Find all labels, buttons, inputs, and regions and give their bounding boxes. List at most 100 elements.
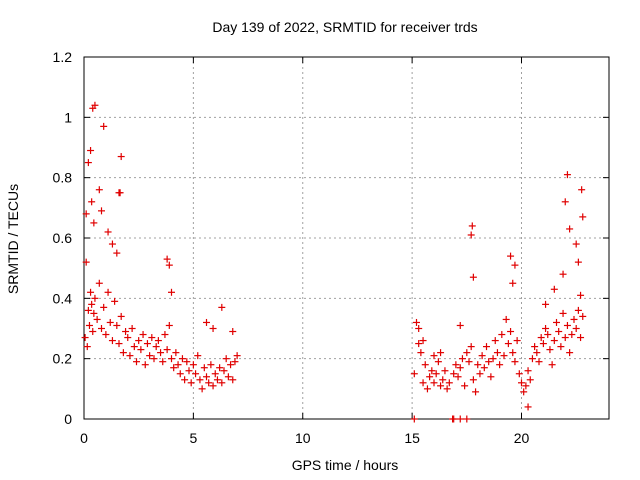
data-point xyxy=(209,382,217,390)
data-point xyxy=(513,337,521,345)
data-point xyxy=(531,343,539,351)
data-point xyxy=(207,361,215,369)
data-point xyxy=(450,415,458,423)
data-point xyxy=(165,321,173,329)
chart-title: Day 139 of 2022, SRMTID for receiver trd… xyxy=(212,19,477,35)
data-point xyxy=(211,370,219,378)
data-point xyxy=(507,328,515,336)
data-point xyxy=(88,198,96,206)
data-point xyxy=(205,379,213,387)
data-point xyxy=(113,321,121,329)
data-point xyxy=(563,171,571,179)
data-point xyxy=(135,337,143,345)
data-points xyxy=(81,101,587,423)
data-point xyxy=(443,385,451,393)
data-point xyxy=(222,355,230,363)
data-point xyxy=(437,382,445,390)
data-point xyxy=(557,343,565,351)
data-point xyxy=(463,415,471,423)
data-point xyxy=(461,382,469,390)
data-point xyxy=(82,258,90,266)
data-point xyxy=(218,303,226,311)
data-point xyxy=(415,325,423,332)
data-point xyxy=(157,349,165,357)
data-point xyxy=(128,325,136,332)
data-point xyxy=(87,147,95,155)
data-point xyxy=(561,198,569,206)
data-point xyxy=(511,358,519,366)
data-point xyxy=(535,358,543,366)
data-point xyxy=(224,373,232,381)
data-point xyxy=(566,225,574,233)
data-point xyxy=(421,361,429,369)
data-point xyxy=(104,228,112,236)
data-point xyxy=(126,352,134,360)
data-point xyxy=(91,294,99,302)
data-point xyxy=(152,343,160,351)
data-point xyxy=(183,358,191,366)
data-point xyxy=(498,331,506,339)
data-point xyxy=(410,415,418,423)
data-point xyxy=(209,325,217,332)
data-point xyxy=(148,334,156,342)
data-point xyxy=(415,340,423,348)
data-point xyxy=(561,334,569,342)
data-point xyxy=(100,122,108,130)
data-point xyxy=(520,388,528,396)
data-point xyxy=(233,352,241,360)
data-point xyxy=(115,340,123,348)
data-point xyxy=(430,379,438,387)
data-point xyxy=(548,361,556,369)
data-point xyxy=(474,361,482,369)
data-point xyxy=(502,315,510,323)
data-point xyxy=(463,349,471,357)
data-point xyxy=(570,315,578,323)
data-point xyxy=(410,370,418,378)
data-point xyxy=(419,379,427,387)
data-point xyxy=(83,343,91,351)
data-point xyxy=(87,288,95,296)
y-tick-label: 0.6 xyxy=(53,230,73,246)
data-point xyxy=(98,325,105,332)
data-point xyxy=(185,367,193,375)
data-point xyxy=(85,321,93,329)
data-point xyxy=(122,328,130,336)
data-point xyxy=(227,361,235,369)
data-point xyxy=(84,306,92,314)
y-tick-label: 1.2 xyxy=(53,49,73,65)
data-point xyxy=(413,318,420,326)
data-point xyxy=(467,231,475,239)
data-point xyxy=(434,358,442,366)
data-point xyxy=(489,355,497,363)
data-point xyxy=(483,343,490,351)
data-point xyxy=(526,376,534,384)
data-point xyxy=(108,337,116,345)
data-point xyxy=(113,249,121,257)
data-point xyxy=(95,186,103,194)
y-tick-label: 0.8 xyxy=(53,170,73,186)
data-point xyxy=(469,376,477,384)
data-point xyxy=(189,361,197,369)
y-tick-label: 0 xyxy=(64,411,72,427)
data-point xyxy=(476,370,484,378)
data-point xyxy=(542,325,550,332)
data-point xyxy=(168,355,175,363)
data-point xyxy=(542,300,550,308)
data-point xyxy=(450,370,458,378)
data-point xyxy=(117,153,125,161)
data-point xyxy=(213,376,221,384)
data-point xyxy=(485,358,493,366)
data-point xyxy=(90,309,98,317)
data-point xyxy=(544,331,552,339)
data-point xyxy=(533,349,541,357)
data-point xyxy=(574,258,582,266)
data-point xyxy=(509,349,517,357)
data-point xyxy=(196,376,204,384)
x-tick-label: 5 xyxy=(189,430,197,446)
data-point xyxy=(439,376,447,384)
data-point xyxy=(579,312,587,320)
data-point xyxy=(456,364,464,372)
data-point xyxy=(229,328,237,336)
